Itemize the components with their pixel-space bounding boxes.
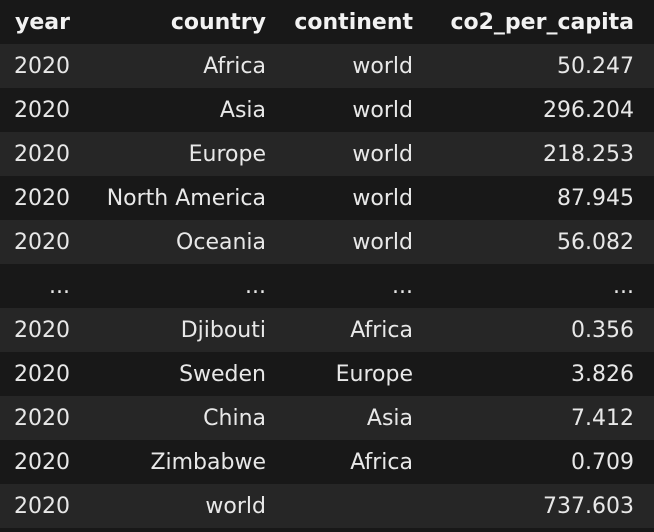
row-spacer xyxy=(634,176,654,220)
row-spacer xyxy=(634,440,654,484)
row-spacer xyxy=(634,132,654,176)
cell-year: ... xyxy=(49,273,70,299)
table-row: 2020 Zimbabwe Africa 0.709 xyxy=(0,440,654,484)
cell-continent: world xyxy=(352,53,413,79)
cell-country: ... xyxy=(245,273,266,299)
cell-country: Oceania xyxy=(176,229,266,255)
cell-country: North America xyxy=(106,185,266,211)
row-spacer xyxy=(634,484,654,528)
cell-continent: Africa xyxy=(350,449,413,475)
cell-co2-per-capita: 7.412 xyxy=(571,405,634,431)
cell-year: 2020 xyxy=(14,229,70,255)
table-row: 2020 world 737.603 xyxy=(0,484,654,528)
cell-co2-per-capita: 737.603 xyxy=(543,493,634,519)
table-row: 2020 Asia world 296.204 xyxy=(0,88,654,132)
row-spacer xyxy=(634,396,654,440)
row-spacer xyxy=(634,264,654,308)
cell-year: 2020 xyxy=(14,97,70,123)
cell-continent: world xyxy=(352,229,413,255)
cell-co2-per-capita: 87.945 xyxy=(557,185,634,211)
row-spacer xyxy=(634,352,654,396)
cell-year: 2020 xyxy=(14,405,70,431)
cell-year: 2020 xyxy=(14,449,70,475)
cell-co2-per-capita: 0.709 xyxy=(571,449,634,475)
table-row: 2020 Djibouti Africa 0.356 xyxy=(0,308,654,352)
table-row: 2020 Africa world 50.247 xyxy=(0,44,654,88)
table-row: 2020 North America world 87.945 xyxy=(0,176,654,220)
cell-co2-per-capita: 56.082 xyxy=(557,229,634,255)
cell-co2-per-capita: 296.204 xyxy=(543,97,634,123)
table-row: 2020 Oceania world 56.082 xyxy=(0,220,654,264)
cell-year: 2020 xyxy=(14,317,70,343)
header-row: year country continent co2_per_capita xyxy=(0,0,654,44)
cell-country: Europe xyxy=(188,141,266,167)
cell-year: 2020 xyxy=(14,361,70,387)
cell-co2-per-capita: 0.356 xyxy=(571,317,634,343)
header-spacer xyxy=(634,0,654,44)
row-spacer xyxy=(634,88,654,132)
cell-continent: world xyxy=(352,141,413,167)
cell-co2-per-capita: 3.826 xyxy=(571,361,634,387)
cell-year: 2020 xyxy=(14,185,70,211)
row-spacer xyxy=(634,308,654,352)
cell-country: Sweden xyxy=(179,361,266,387)
cell-continent: world xyxy=(352,185,413,211)
table-row: 2020 China Asia 7.412 xyxy=(0,396,654,440)
cell-continent: Asia xyxy=(366,405,413,431)
row-spacer xyxy=(634,44,654,88)
cell-continent: ... xyxy=(392,273,413,299)
cell-country: Djibouti xyxy=(180,317,266,343)
cell-country: China xyxy=(203,405,266,431)
cell-country: world xyxy=(205,493,266,519)
cell-country: Zimbabwe xyxy=(150,449,266,475)
cell-continent xyxy=(266,484,413,528)
cell-continent: world xyxy=(352,97,413,123)
table-row-ellipsis: ... ... ... ... xyxy=(0,264,654,308)
column-header-continent: continent xyxy=(294,9,413,35)
column-header-co2-per-capita: co2_per_capita xyxy=(450,9,634,35)
cell-co2-per-capita: 50.247 xyxy=(557,53,634,79)
cell-co2-per-capita: 218.253 xyxy=(543,141,634,167)
cell-country: Asia xyxy=(219,97,266,123)
column-header-year: year xyxy=(15,9,70,35)
cell-year: 2020 xyxy=(14,53,70,79)
row-spacer xyxy=(634,220,654,264)
table-row: 2020 Europe world 218.253 xyxy=(0,132,654,176)
cell-year: 2020 xyxy=(14,493,70,519)
cell-year: 2020 xyxy=(14,141,70,167)
column-header-country: country xyxy=(170,9,266,35)
cell-continent: Africa xyxy=(350,317,413,343)
cell-country: Africa xyxy=(203,53,266,79)
cell-co2-per-capita: ... xyxy=(613,273,634,299)
table-row: 2020 Sweden Europe 3.826 xyxy=(0,352,654,396)
cell-continent: Europe xyxy=(335,361,413,387)
